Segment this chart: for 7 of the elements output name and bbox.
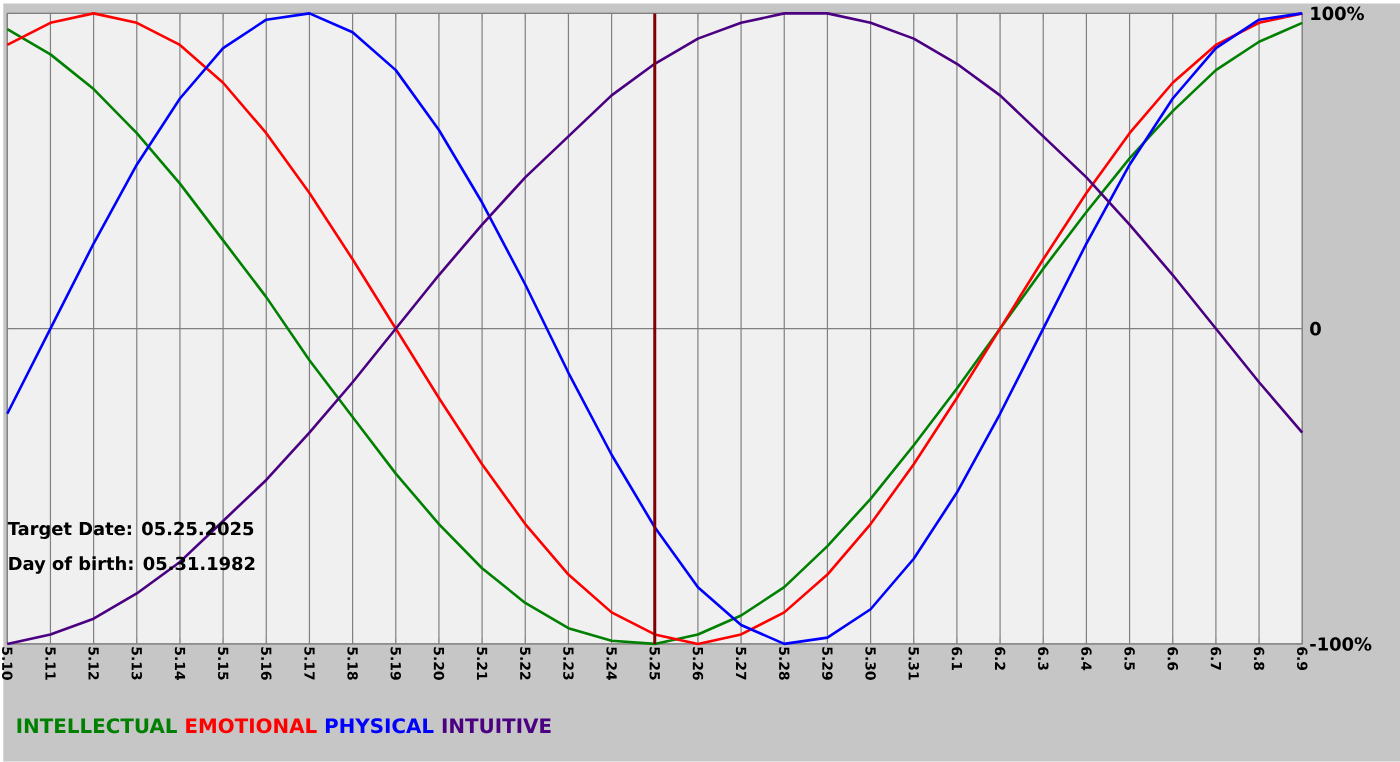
text: INTELLECTUAL (17, 718, 177, 734)
text: PHYSICAL (325, 718, 434, 734)
y-tick-label: -100% (1310, 637, 1372, 651)
text: EMOTIONAL (186, 718, 317, 734)
y-tick-label: 100% (1311, 6, 1364, 21)
text: INTUITIVE (442, 718, 551, 734)
y-tick-label: 0 (1310, 322, 1321, 336)
